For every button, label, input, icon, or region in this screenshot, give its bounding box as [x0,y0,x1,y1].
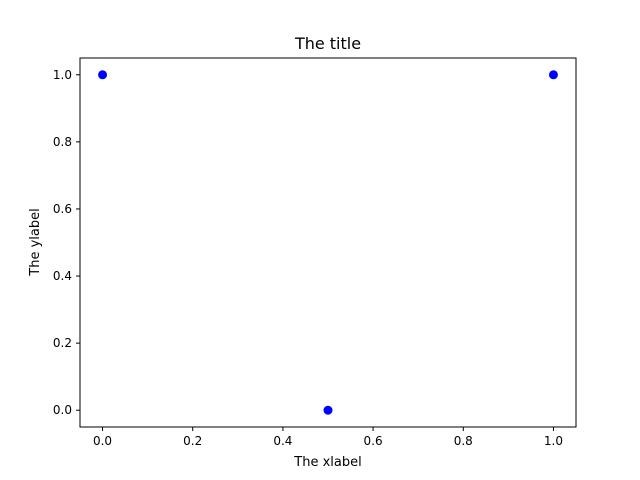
x-axis-label: The xlabel [293,455,361,470]
x-tick-label: 0.8 [454,434,473,448]
plot-frame [79,57,577,428]
y-tick-label: 0.8 [53,135,72,149]
y-tick-label: 0.0 [53,403,72,417]
x-tick-label: 0.0 [93,434,112,448]
y-tick-label: 1.0 [53,68,72,82]
scatter-point [323,405,333,415]
y-tick-label: 0.4 [53,269,72,283]
scatter-point [98,70,108,80]
x-axis-ticks: 0.0 0.2 0.4 0.6 0.8 1.0 [93,427,563,448]
y-tick-label: 0.2 [53,336,72,350]
y-axis-label: The ylabel [28,208,43,276]
y-tick-label: 0.6 [53,202,72,216]
plot-area [79,57,577,428]
chart-title: The title [294,34,361,53]
x-tick-label: 1.0 [544,434,563,448]
x-tick-label: 0.4 [273,434,292,448]
y-axis-ticks: 0.0 0.2 0.4 0.6 0.8 1.0 [53,68,80,417]
x-tick-label: 0.2 [183,434,202,448]
x-tick-label: 0.6 [364,434,383,448]
scatter-point [548,70,558,80]
scatter-points-layer [98,70,558,415]
